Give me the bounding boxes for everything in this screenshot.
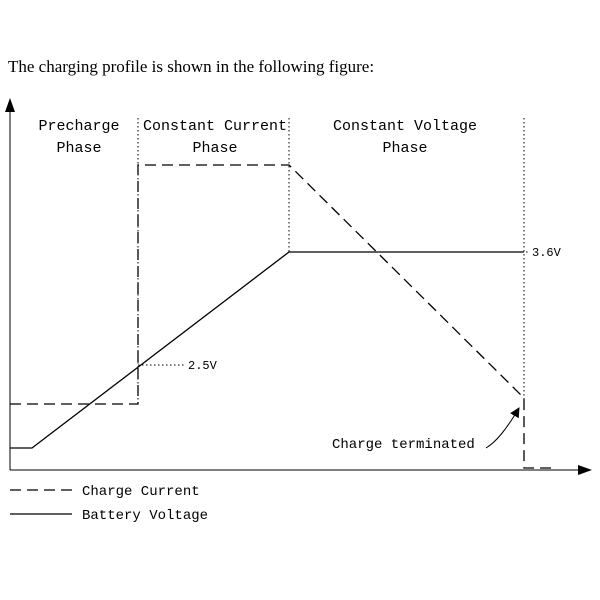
constant-current-phase-label-line2: Phase <box>192 140 237 157</box>
voltage-label-2v5: 2.5V <box>188 359 218 373</box>
precharge-phase-label-line2: Phase <box>56 140 101 157</box>
charge-terminated-arrow <box>485 407 520 449</box>
x-axis-arrow-icon <box>578 465 592 475</box>
constant-voltage-phase-label-line2: Phase <box>382 140 427 157</box>
constant-current-phase-label-line1: Constant Current <box>143 118 287 135</box>
legend-voltage-label: Battery Voltage <box>82 508 208 524</box>
charge-terminated-label: Charge terminated <box>332 437 475 453</box>
y-axis-arrow-icon <box>5 98 15 112</box>
voltage-label-3v6: 3.6V <box>532 246 562 260</box>
constant-voltage-phase-label-line1: Constant Voltage <box>333 118 477 135</box>
charge-current-line <box>10 164 556 469</box>
intro-text: The charging profile is shown in the fol… <box>8 57 375 76</box>
legend-current-label: Charge Current <box>82 484 200 500</box>
precharge-phase-label-line1: Precharge <box>38 118 119 135</box>
battery-voltage-line <box>10 251 524 449</box>
